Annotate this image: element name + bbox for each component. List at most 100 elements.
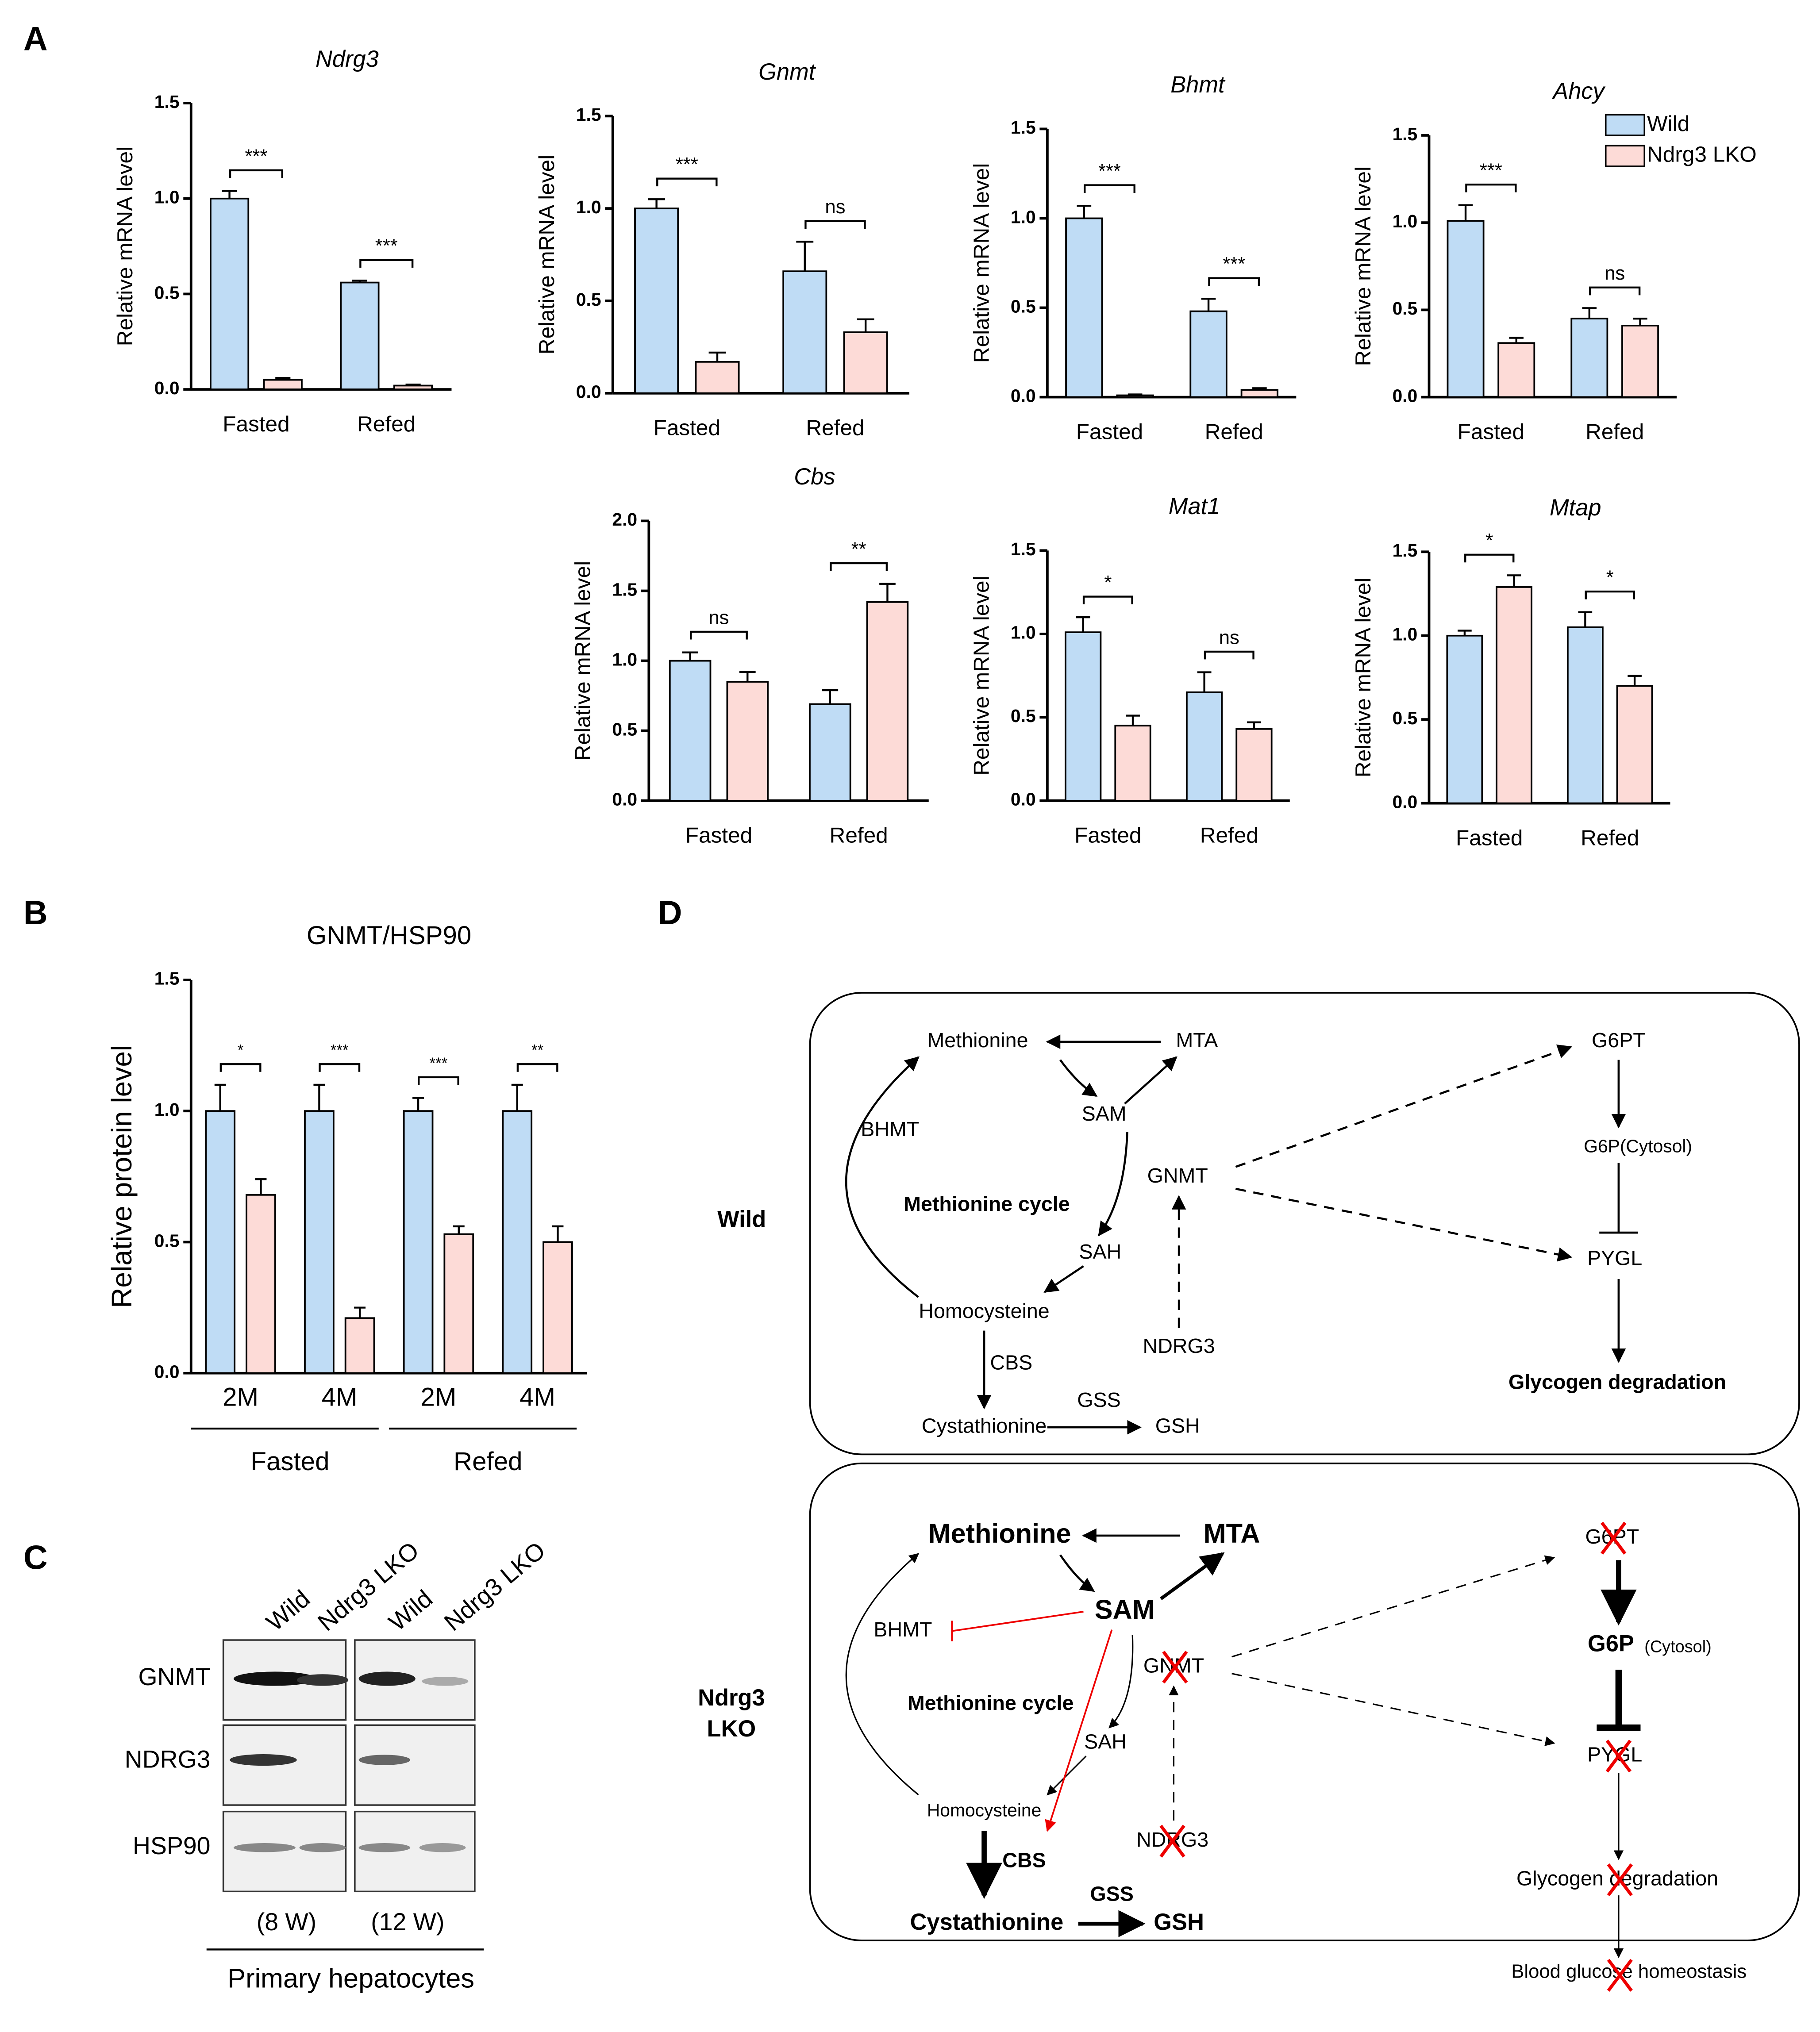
significance-bracket: [830, 562, 888, 571]
x-tick-label: Refed: [1200, 823, 1258, 848]
red-crosses: [1159, 1521, 1633, 1992]
significance-label: ***: [676, 154, 698, 175]
x-tick-label: Fasted: [1076, 419, 1143, 444]
bar: [866, 601, 909, 802]
legend-label: Ndrg3 LKO: [1647, 142, 1757, 167]
node: (Cytosol): [1644, 1638, 1712, 1656]
error-bar: [1201, 298, 1216, 311]
error-bar: [708, 351, 726, 362]
y-axis-label: Relative mRNA level: [535, 155, 559, 354]
y-tick-label: 0.5: [154, 1230, 180, 1251]
lko-arrows: [845, 1528, 1641, 1959]
y-tick-label: 0.5: [1011, 296, 1036, 316]
x-tick-label: 2M: [420, 1383, 456, 1411]
legend-label: Wild: [1647, 111, 1689, 136]
group-label: Fasted: [250, 1447, 329, 1476]
node: GNMT: [1147, 1164, 1208, 1187]
y-tick-label: 1.0: [1393, 624, 1418, 645]
bar: [1240, 389, 1279, 398]
significance-bracket: [1082, 595, 1133, 605]
age-label: (12 W): [371, 1908, 444, 1936]
lko-box: [809, 1462, 1800, 1941]
row-label: HSP90: [133, 1832, 210, 1859]
error-bar: [1507, 574, 1521, 587]
significance-label: *: [1485, 530, 1493, 551]
significance-label: **: [531, 1041, 544, 1059]
error-bar: [552, 1225, 564, 1242]
row-label: Wild: [717, 1207, 766, 1233]
panel-label: B: [23, 894, 48, 932]
error-bar: [1126, 714, 1140, 726]
error-bar: [255, 1178, 267, 1195]
y-tick-label: 1.0: [154, 1099, 180, 1120]
significance-bracket: [804, 220, 866, 229]
node: Homocysteine: [919, 1299, 1049, 1322]
significance-label: ns: [825, 196, 845, 218]
y-tick-label: 1.5: [1011, 539, 1036, 559]
y-tick-label: 2.0: [612, 509, 637, 530]
y-axis-label: Relative mRNA level: [1351, 166, 1375, 366]
error-bar: [1578, 611, 1593, 627]
diagram: Wild Ndrg3 LKO Methionine MTA SAM BHMT G…: [698, 992, 1800, 1992]
y-tick-label: 0.5: [154, 282, 180, 303]
bar: [782, 270, 827, 394]
x-tick-label: Refed: [1205, 419, 1263, 444]
significance-label: ***: [1098, 160, 1121, 182]
bar: [726, 681, 769, 802]
y-tick-label: 1.0: [1011, 622, 1036, 643]
node: GSS: [1090, 1882, 1133, 1905]
wild-arrows: [845, 1034, 1638, 1435]
node: G6P: [1588, 1631, 1634, 1657]
node: PYGL: [1587, 1247, 1642, 1270]
error-bar: [453, 1225, 465, 1234]
node: Methionine cycle: [908, 1691, 1074, 1714]
x-tick-label: 4M: [519, 1383, 555, 1411]
y-tick-label: 0.5: [1011, 706, 1036, 726]
significance-bracket: [656, 177, 718, 187]
y-tick-label: 1.0: [612, 649, 637, 669]
chart-title: Bhmt: [1170, 72, 1226, 98]
bar: [1616, 685, 1653, 804]
panel-label: A: [23, 20, 48, 58]
significance-label: ***: [375, 235, 398, 257]
bar: [1447, 220, 1485, 398]
bar: [543, 1241, 573, 1374]
bar: [695, 361, 740, 394]
chart-title: Cbs: [794, 464, 835, 490]
y-tick-label: 0.5: [612, 719, 637, 739]
legend-swatch: [1605, 114, 1645, 136]
age-label: (8 W): [257, 1908, 316, 1936]
significance-label: *: [1606, 567, 1614, 588]
wild-box: [809, 992, 1800, 1456]
bar: [1186, 691, 1223, 802]
significance-label: ns: [1605, 262, 1625, 284]
y-axis-label: Relative protein level: [106, 1045, 138, 1308]
x-tick-label: Refed: [830, 823, 888, 848]
node: Methionine: [927, 1029, 1028, 1052]
error-bar: [1582, 307, 1597, 319]
node: Glycogen degradation: [1508, 1370, 1726, 1393]
node: CBS: [990, 1351, 1032, 1374]
x-tick-label: Fasted: [654, 416, 720, 440]
chart-title: GNMT/HSP90: [307, 921, 471, 950]
significance-label: ***: [245, 145, 267, 167]
significance-bracket: [690, 630, 748, 640]
error-bar: [857, 318, 874, 333]
panel-label: C: [23, 1539, 48, 1576]
bar: [1570, 318, 1608, 398]
y-tick-label: 0.0: [612, 789, 637, 810]
y-tick-label: 0.0: [1011, 385, 1036, 406]
bar: [443, 1233, 474, 1374]
significance-bracket: [1204, 650, 1254, 660]
bar: [393, 384, 433, 391]
blot-bands: [230, 1671, 469, 1852]
node: Cystathionine: [922, 1414, 1047, 1437]
x-tick-label: 2M: [223, 1383, 258, 1411]
bar: [1114, 725, 1151, 802]
node: GSH: [1155, 1414, 1200, 1437]
bar: [344, 1317, 375, 1374]
significance-label: *: [238, 1041, 244, 1059]
node: Methionine cycle: [904, 1192, 1070, 1215]
significance-bracket: [1464, 553, 1515, 563]
significance-bracket: [359, 259, 414, 268]
